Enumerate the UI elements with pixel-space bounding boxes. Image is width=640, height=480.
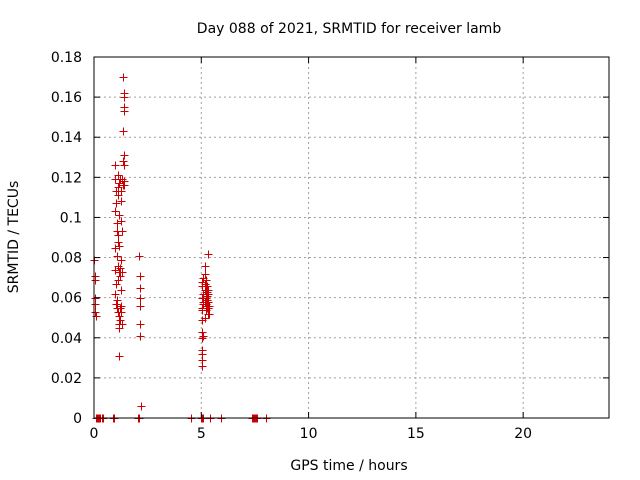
data-point — [136, 302, 145, 311]
data-point — [112, 300, 121, 309]
data-point — [119, 127, 128, 136]
data-point — [91, 300, 100, 309]
plot-frame — [93, 56, 610, 419]
data-point — [118, 175, 127, 184]
data-point — [201, 262, 210, 271]
data-point — [114, 231, 123, 240]
data-point — [115, 312, 124, 321]
data-point — [91, 276, 100, 285]
y-tick-label: 0.08 — [51, 251, 82, 267]
data-point — [111, 290, 120, 299]
data-point — [113, 252, 122, 261]
y-axis-label: SRMTID / TECUs — [6, 181, 22, 294]
data-point — [117, 187, 126, 196]
data-point — [117, 197, 126, 206]
data-point — [114, 276, 123, 285]
data-point — [111, 161, 120, 170]
data-point — [199, 332, 208, 341]
data-point — [204, 290, 213, 299]
data-point — [114, 262, 123, 271]
data-point — [117, 286, 126, 295]
axis-ticks: 0 5 10 15 20 0 0.02 0.04 0.06 0.08 0.1 0.12 0.14 0.16… — [51, 50, 609, 442]
data-point — [112, 280, 121, 289]
y-tick-label: 0 — [73, 411, 82, 427]
y-tick-label: 0.12 — [51, 170, 82, 186]
data-point — [116, 272, 125, 281]
data-point — [120, 161, 129, 170]
chart-title: Day 088 of 2021, SRMTID for receiver lam… — [197, 21, 502, 37]
x-axis-label: GPS time / hours — [290, 458, 407, 474]
data-point — [137, 402, 146, 411]
data-points — [90, 73, 271, 423]
data-point — [115, 352, 124, 361]
data-point — [205, 302, 214, 311]
data-point — [117, 217, 126, 226]
y-tick-label: 0.14 — [51, 130, 82, 146]
data-point — [111, 207, 120, 216]
data-point — [198, 362, 207, 371]
y-tick-label: 0.1 — [60, 210, 82, 226]
data-point — [136, 320, 145, 329]
data-point — [120, 107, 129, 116]
x-tick-label: 15 — [407, 426, 425, 442]
data-point — [201, 270, 210, 279]
data-point — [136, 284, 145, 293]
data-point — [120, 93, 129, 102]
data-point — [204, 250, 213, 259]
data-point — [120, 151, 129, 160]
data-point — [116, 264, 125, 273]
y-tick-label: 0.04 — [51, 331, 82, 347]
data-point — [198, 334, 207, 343]
x-tick-label: 20 — [514, 426, 532, 442]
data-point — [91, 308, 100, 317]
y-tick-label: 0.16 — [51, 90, 82, 106]
data-point — [135, 252, 144, 261]
x-tick-label: 5 — [197, 426, 206, 442]
data-point — [120, 181, 129, 190]
data-point — [118, 320, 127, 329]
x-tick-label: 10 — [300, 426, 318, 442]
data-point — [117, 256, 126, 265]
y-tick-label: 0.02 — [51, 371, 82, 387]
data-point — [136, 272, 145, 281]
data-point — [117, 308, 126, 317]
data-point — [136, 294, 145, 303]
data-point — [114, 171, 123, 180]
y-tick-label: 0.18 — [51, 50, 82, 66]
data-point — [115, 211, 124, 220]
x-tick-label: 0 — [90, 426, 99, 442]
data-point — [119, 157, 128, 166]
data-point — [116, 304, 125, 313]
data-point — [113, 296, 122, 305]
data-point — [112, 199, 121, 208]
data-point — [116, 316, 125, 325]
data-point — [115, 242, 124, 251]
data-point — [114, 238, 123, 247]
data-point — [113, 219, 122, 228]
data-point — [118, 268, 127, 277]
data-point — [111, 244, 120, 253]
grid-lines — [94, 57, 609, 418]
data-point — [118, 227, 127, 236]
data-point — [119, 73, 128, 82]
data-point — [205, 310, 214, 319]
y-tick-label: 0.06 — [51, 291, 82, 307]
data-point — [136, 332, 145, 341]
